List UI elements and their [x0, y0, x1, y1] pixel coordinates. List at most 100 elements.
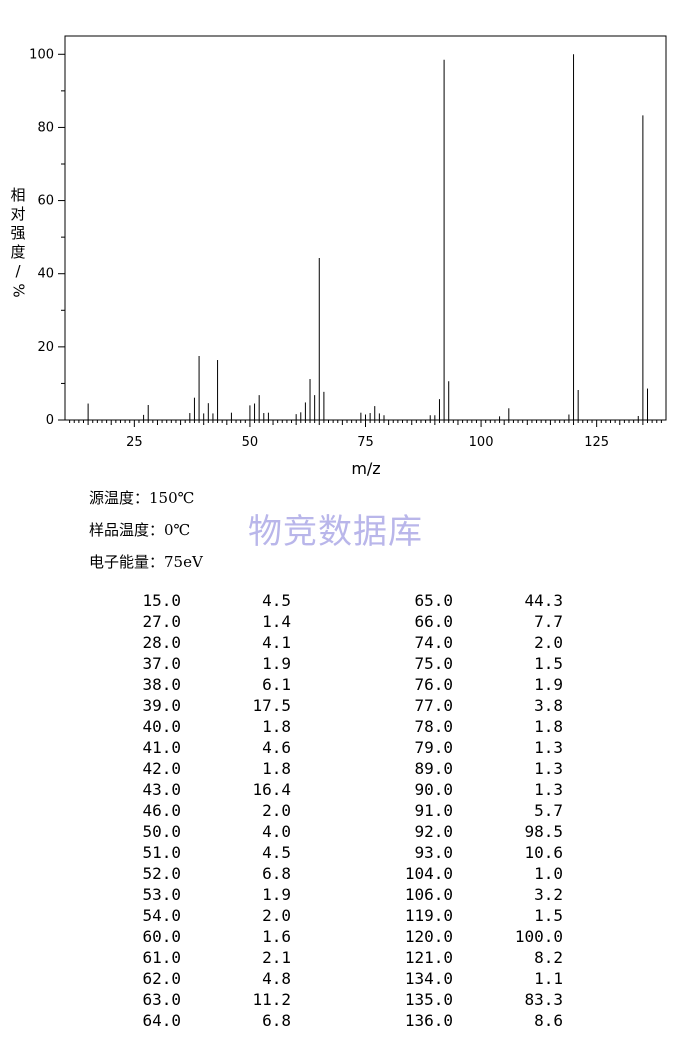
table-row: 60.0 1.6 120.0 100.0	[0, 926, 696, 947]
y-tick-label: 20	[37, 340, 54, 355]
table-row: 46.0 2.0 91.0 5.7	[0, 800, 696, 821]
intensity-cell: 1.3	[534, 759, 563, 778]
intensity-cell: 6.1	[262, 675, 291, 694]
intensity-cell: 1.5	[534, 654, 563, 673]
mz-cell: 27.0	[142, 612, 181, 631]
mz-cell: 38.0	[142, 675, 181, 694]
intensity-cell: 1.9	[534, 675, 563, 694]
x-axis: 25 50 75 100 125	[69, 420, 662, 450]
x-axis-label: m/z	[351, 459, 380, 478]
intensity-cell: 2.0	[534, 633, 563, 652]
mz-cell: 89.0	[414, 759, 453, 778]
mz-cell: 104.0	[404, 864, 453, 883]
mz-cell: 46.0	[142, 801, 181, 820]
mz-cell: 15.0	[142, 591, 181, 610]
intensity-cell: 2.0	[262, 906, 291, 925]
mz-cell: 90.0	[414, 780, 453, 799]
table-row: 15.0 4.5 65.0 44.3	[0, 590, 696, 611]
intensity-cell: 4.5	[262, 843, 291, 862]
y-tick-label: 100	[29, 47, 54, 62]
mz-cell: 106.0	[404, 885, 453, 904]
x-tick-label: 50	[242, 435, 259, 450]
intensity-cell: 7.7	[534, 612, 563, 631]
mz-cell: 93.0	[414, 843, 453, 862]
table-row: 37.0 1.9 75.0 1.5	[0, 653, 696, 674]
y-tick-label: 60	[37, 194, 54, 209]
mz-cell: 91.0	[414, 801, 453, 820]
intensity-cell: 83.3	[524, 990, 563, 1009]
mz-cell: 61.0	[142, 948, 181, 967]
x-tick-label: 100	[469, 435, 494, 450]
mz-cell: 52.0	[142, 864, 181, 883]
x-tick-label: 25	[126, 435, 143, 450]
y-axis-label-slash: /	[15, 262, 21, 280]
mz-cell: 39.0	[142, 696, 181, 715]
y-tick-label: 80	[37, 120, 54, 135]
mz-cell: 50.0	[142, 822, 181, 841]
intensity-cell: 1.3	[534, 780, 563, 799]
mz-cell: 120.0	[404, 927, 453, 946]
intensity-cell: 4.0	[262, 822, 291, 841]
mz-cell: 136.0	[404, 1011, 453, 1030]
mz-cell: 43.0	[142, 780, 181, 799]
plot-frame	[64, 35, 667, 421]
intensity-cell: 4.6	[262, 738, 291, 757]
intensity-cell: 4.5	[262, 591, 291, 610]
intensity-cell: 3.8	[534, 696, 563, 715]
intensity-cell: 1.8	[262, 717, 291, 736]
intensity-cell: 16.4	[252, 780, 291, 799]
sample-temperature: 样品温度：0℃	[89, 521, 191, 539]
intensity-cell: 4.1	[262, 633, 291, 652]
intensity-cell: 1.4	[262, 612, 291, 631]
table-row: 28.0 4.1 74.0 2.0	[0, 632, 696, 653]
intensity-cell: 1.6	[262, 927, 291, 946]
mz-cell: 54.0	[142, 906, 181, 925]
mz-cell: 40.0	[142, 717, 181, 736]
mz-cell: 74.0	[414, 633, 453, 652]
table-row: 51.0 4.5 93.0 10.6	[0, 842, 696, 863]
electron-energy: 电子能量：75eV	[89, 553, 203, 571]
y-axis-label-char: 对	[10, 205, 26, 223]
mz-cell: 63.0	[142, 990, 181, 1009]
mz-cell: 28.0	[142, 633, 181, 652]
y-axis-label: 相 对 强 度 / %	[6, 186, 30, 300]
intensity-cell: 6.8	[262, 1011, 291, 1030]
mz-cell: 92.0	[414, 822, 453, 841]
intensity-cell: 100.0	[514, 927, 563, 946]
intensity-cell: 10.6	[524, 843, 563, 862]
intensity-cell: 8.6	[534, 1011, 563, 1030]
mz-cell: 65.0	[414, 591, 453, 610]
intensity-cell: 8.2	[534, 948, 563, 967]
table-row: 64.0 6.8 136.0 8.6	[0, 1010, 696, 1031]
y-axis-label-char: 度	[10, 243, 26, 261]
intensity-cell: 1.8	[534, 717, 563, 736]
watermark: 物竞数据库	[248, 512, 423, 552]
mass-spectrum-chart: 0 20 40 60 80 100 25 50 75 100 125 m/z	[29, 35, 667, 478]
intensity-cell: 2.1	[262, 948, 291, 967]
mz-cell: 42.0	[142, 759, 181, 778]
intensity-cell: 5.7	[534, 801, 563, 820]
y-tick-label: 40	[37, 267, 54, 282]
mz-cell: 78.0	[414, 717, 453, 736]
mz-cell: 75.0	[414, 654, 453, 673]
intensity-cell: 11.2	[252, 990, 291, 1009]
y-tick-label: 0	[46, 413, 54, 428]
intensity-cell: 1.0	[534, 864, 563, 883]
intensity-cell: 1.9	[262, 654, 291, 673]
table-row: 40.0 1.8 78.0 1.8	[0, 716, 696, 737]
table-row: 63.0 11.2 135.0 83.3	[0, 989, 696, 1010]
table-row: 39.0 17.5 77.0 3.8	[0, 695, 696, 716]
mz-cell: 64.0	[142, 1011, 181, 1030]
mz-cell: 41.0	[142, 738, 181, 757]
table-row: 53.0 1.9 106.0 3.2	[0, 884, 696, 905]
table-row: 27.0 1.4 66.0 7.7	[0, 611, 696, 632]
mz-cell: 51.0	[142, 843, 181, 862]
x-tick-label: 75	[357, 435, 374, 450]
mz-cell: 119.0	[404, 906, 453, 925]
intensity-cell: 1.5	[534, 906, 563, 925]
intensity-cell: 6.8	[262, 864, 291, 883]
y-axis-label-unit: %	[9, 283, 28, 298]
table-row: 50.0 4.0 92.0 98.5	[0, 821, 696, 842]
table-row: 62.0 4.8 134.0 1.1	[0, 968, 696, 989]
y-axis-label-char: 相	[10, 186, 26, 204]
